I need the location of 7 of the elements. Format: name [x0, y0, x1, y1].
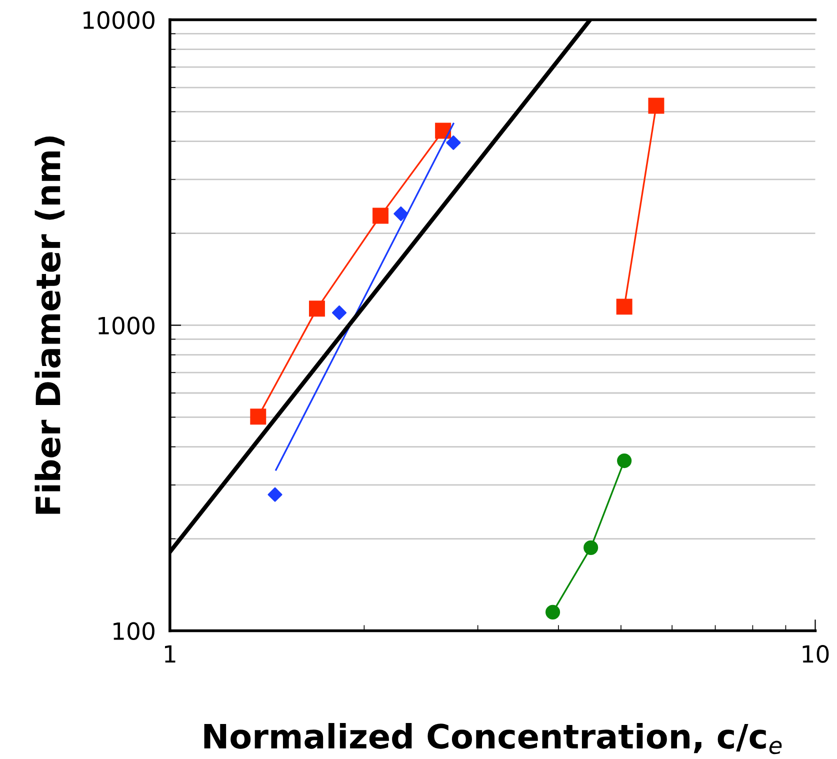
y-tick-label: 1000 [98, 316, 154, 335]
y-axis-title: Fiber Diameter (nm) [34, 136, 64, 514]
y-tick-label: 100 [114, 622, 154, 640]
x-tick-label: 1 [164, 645, 176, 663]
x-tick-label: 10 [802, 645, 829, 663]
y-tick-label: 10000 [84, 11, 154, 30]
x-axis-title: Normalized Concentration, c/c$_{e}$ [204, 723, 782, 754]
